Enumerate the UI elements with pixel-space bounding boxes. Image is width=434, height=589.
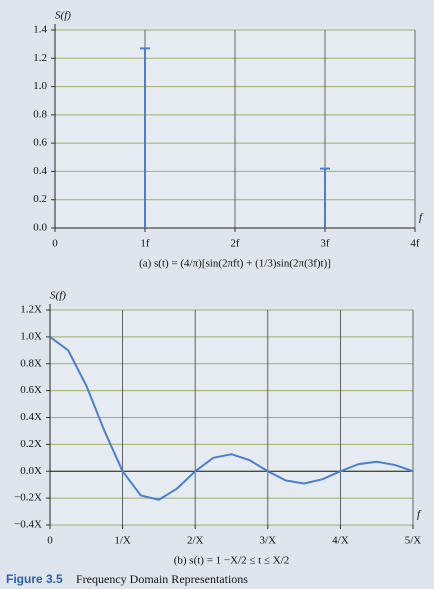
x-tick-label: 4f <box>410 238 420 250</box>
caption: (b) s(t) = 1 −X/2 ≤ t ≤ X/2 <box>174 555 290 567</box>
x-tick-label: 4/X <box>332 535 349 547</box>
curve <box>49 336 414 501</box>
y-axis-label: S(f) <box>50 290 66 302</box>
figure-label: Figure 3.5 <box>6 572 63 586</box>
x-tick-label: 3/X <box>260 535 277 547</box>
y-tick-label: 0.6 <box>33 137 47 149</box>
figure-title: Frequency Domain Representations <box>76 572 248 586</box>
y-tick-label: 1.2X <box>20 304 42 316</box>
x-axis-label: f <box>419 212 424 224</box>
y-tick-label: 0.8X <box>20 357 42 369</box>
y-tick-label: 0.4 <box>33 165 47 177</box>
y-tick-label: 1.2 <box>33 52 47 64</box>
y-tick-label: 0.2 <box>33 193 47 205</box>
x-tick-label: 0 <box>47 535 53 547</box>
x-tick-label: 0 <box>52 238 58 250</box>
y-tick-label: 0.4X <box>20 411 42 423</box>
x-axis-label: f <box>417 509 422 521</box>
x-tick-label: 1f <box>140 238 150 250</box>
y-axis-label: S(f) <box>55 10 71 22</box>
y-tick-label: 1.0 <box>33 80 47 92</box>
y-tick-label: 0.2X <box>20 438 42 450</box>
x-tick-label: 2f <box>230 238 240 250</box>
y-tick-label: −0.2X <box>14 492 42 504</box>
caption: (a) s(t) = (4/π)[sin(2πft) + (1/3)sin(2π… <box>139 258 331 270</box>
y-tick-label: −0.4X <box>14 519 42 531</box>
x-tick-label: 5/X <box>405 535 422 547</box>
y-tick-label: 0.0X <box>20 465 42 477</box>
x-tick-label: 3f <box>320 238 330 250</box>
y-tick-label: 1.4 <box>33 24 47 36</box>
y-tick-label: 0.6X <box>20 384 42 396</box>
x-tick-label: 2/X <box>187 535 204 547</box>
y-tick-label: 0.0 <box>33 222 47 234</box>
x-tick-label: 1/X <box>114 535 131 547</box>
y-tick-label: 0.8 <box>33 108 47 120</box>
y-tick-label: 1.0X <box>20 330 42 342</box>
